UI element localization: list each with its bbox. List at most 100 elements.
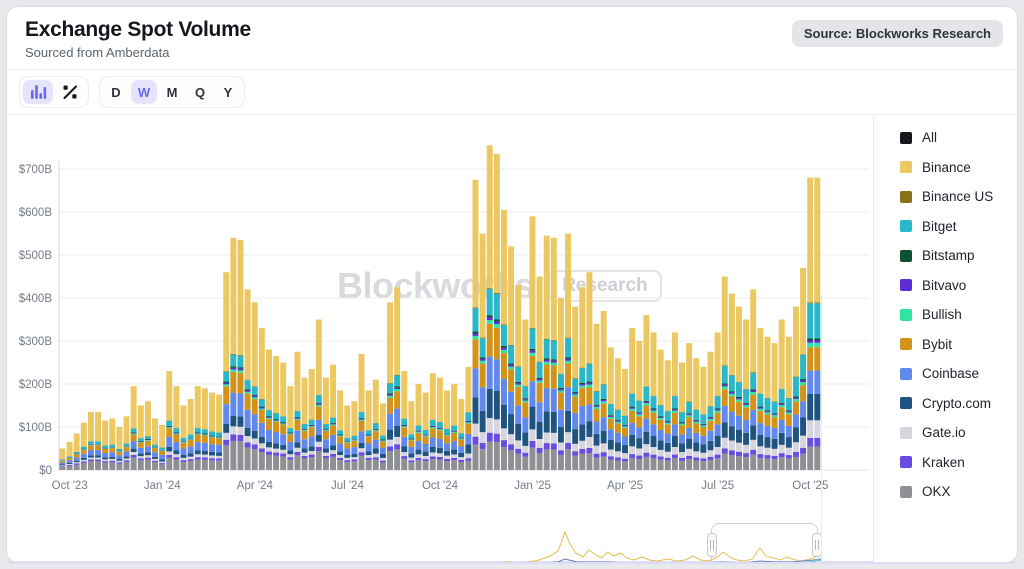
bar-segment[interactable] <box>401 427 408 437</box>
bar-segment[interactable] <box>351 454 358 458</box>
bar-segment[interactable] <box>294 418 301 421</box>
bar-segment[interactable] <box>700 444 707 453</box>
bar-segment[interactable] <box>330 450 337 455</box>
bar-segment[interactable] <box>365 434 372 436</box>
bar-segment[interactable] <box>116 451 123 456</box>
bar-segment[interactable] <box>365 443 372 452</box>
bar-segment[interactable] <box>244 391 251 394</box>
bar-segment[interactable] <box>415 449 422 455</box>
bar-segment[interactable] <box>465 453 472 459</box>
bar-segment[interactable] <box>600 400 607 402</box>
bar-segment[interactable] <box>436 422 443 428</box>
bar-segment[interactable] <box>59 459 66 461</box>
bar-segment[interactable] <box>451 454 458 459</box>
bar-segment[interactable] <box>536 380 543 384</box>
bar-segment[interactable] <box>144 452 151 456</box>
bar-segment[interactable] <box>622 428 629 437</box>
bar-segment[interactable] <box>429 425 436 427</box>
bar-segment[interactable] <box>237 370 244 373</box>
bar-segment[interactable] <box>500 325 507 347</box>
bar-segment[interactable] <box>230 354 237 367</box>
bar-segment[interactable] <box>728 426 735 441</box>
bar-segment[interactable] <box>543 360 550 362</box>
legend-item-bitget[interactable]: Bitget <box>900 212 1017 242</box>
bar-segment[interactable] <box>387 395 394 398</box>
bar-segment[interactable] <box>508 450 515 471</box>
bar-segment[interactable] <box>493 293 500 295</box>
bar-segment[interactable] <box>771 415 778 418</box>
bar-segment[interactable] <box>807 177 814 303</box>
bar-segment[interactable] <box>444 435 450 444</box>
bar-segment[interactable] <box>109 452 116 457</box>
bar-segment[interactable] <box>287 457 294 460</box>
bar-segment[interactable] <box>152 456 158 460</box>
bar-segment[interactable] <box>265 451 272 456</box>
bar-segment[interactable] <box>778 457 785 471</box>
bar-segment[interactable] <box>557 298 564 374</box>
bar-segment[interactable] <box>579 287 586 368</box>
bar-segment[interactable] <box>59 448 66 460</box>
legend-item-all[interactable]: All <box>900 123 1017 153</box>
bar-segment[interactable] <box>465 423 472 435</box>
bar-segment[interactable] <box>800 382 807 386</box>
bar-segment[interactable] <box>629 328 636 394</box>
bar-segment[interactable] <box>479 387 486 412</box>
bar-segment[interactable] <box>337 451 344 456</box>
bar-segment[interactable] <box>785 410 792 412</box>
bar-segment[interactable] <box>757 423 764 436</box>
bar-segment[interactable] <box>800 435 807 448</box>
bar-segment[interactable] <box>216 455 223 459</box>
bar-segment[interactable] <box>686 402 693 414</box>
bar-segment[interactable] <box>508 434 515 445</box>
bar-segment[interactable] <box>757 407 764 409</box>
bar-segment[interactable] <box>536 421 543 440</box>
bar-segment[interactable] <box>187 438 194 440</box>
bar-segment[interactable] <box>287 433 294 434</box>
bar-segment[interactable] <box>643 387 650 401</box>
bar-segment[interactable] <box>73 460 80 463</box>
bar-segment[interactable] <box>201 454 208 458</box>
bar-segment[interactable] <box>565 358 572 361</box>
bar-segment[interactable] <box>294 417 301 419</box>
bar-segment[interactable] <box>273 448 280 453</box>
bar-segment[interactable] <box>194 459 201 471</box>
bar-segment[interactable] <box>757 410 764 424</box>
bar-segment[interactable] <box>500 349 507 354</box>
bar-segment[interactable] <box>714 332 721 396</box>
bar-segment[interactable] <box>565 387 572 412</box>
bar-segment[interactable] <box>522 398 529 400</box>
bar-segment[interactable] <box>87 445 94 451</box>
bar-segment[interactable] <box>237 367 244 369</box>
bar-segment[interactable] <box>465 366 472 413</box>
bar-segment[interactable] <box>387 382 394 384</box>
bar-segment[interactable] <box>230 434 237 442</box>
bar-segment[interactable] <box>258 399 265 407</box>
bar-segment[interactable] <box>764 447 771 456</box>
bar-segment[interactable] <box>764 412 771 415</box>
bar-segment[interactable] <box>387 439 394 447</box>
bar-segment[interactable] <box>522 417 529 433</box>
bar-segment[interactable] <box>330 424 337 426</box>
bar-segment[interactable] <box>700 425 707 428</box>
bar-segment[interactable] <box>451 384 458 426</box>
bar-segment[interactable] <box>95 457 102 460</box>
legend-item-bybit[interactable]: Bybit <box>900 330 1017 360</box>
bar-segment[interactable] <box>465 444 472 454</box>
bar-segment[interactable] <box>693 451 700 458</box>
bar-segment[interactable] <box>315 406 322 421</box>
bar-segment[interactable] <box>486 324 493 357</box>
bar-segment[interactable] <box>387 394 394 396</box>
bar-segment[interactable] <box>322 430 329 432</box>
bar-segment[interactable] <box>800 385 807 402</box>
bar-segment[interactable] <box>458 460 465 463</box>
bar-segment[interactable] <box>743 405 750 408</box>
bar-segment[interactable] <box>273 420 280 421</box>
bar-segment[interactable] <box>557 389 564 391</box>
bar-segment[interactable] <box>436 459 443 471</box>
bar-segment[interactable] <box>223 404 230 425</box>
bar-segment[interactable] <box>586 363 593 382</box>
bar-segment[interactable] <box>657 418 664 420</box>
bar-segment[interactable] <box>607 404 614 416</box>
bar-segment[interactable] <box>109 444 116 447</box>
bar-segment[interactable] <box>187 453 194 457</box>
